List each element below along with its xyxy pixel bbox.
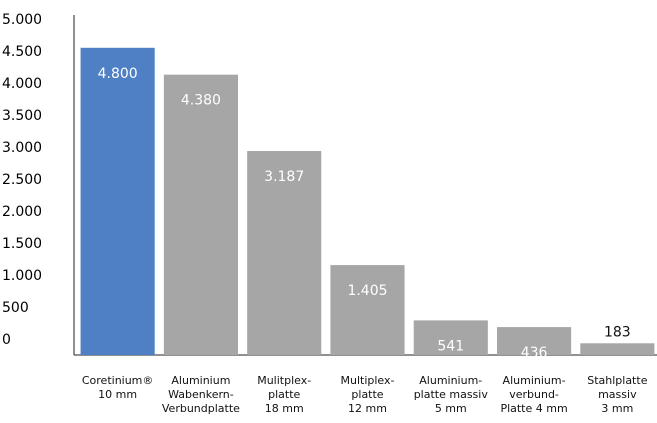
value-label: 4.800 (98, 66, 138, 82)
y-tick-label: 1.500 (2, 236, 42, 252)
value-label: 436 (521, 345, 548, 361)
x-tick-label: Stahlplatte massiv 3 mm (587, 374, 648, 415)
x-tick-label: Aluminium- platte massiv 5 mm (413, 374, 488, 415)
y-tick-label: 0 (2, 332, 11, 348)
y-tick-label: 3.500 (2, 108, 42, 124)
y-tick-label: 500 (2, 300, 29, 316)
bar (413, 320, 488, 355)
value-label: 1.405 (347, 283, 387, 299)
bar (580, 343, 655, 355)
x-tick-label: Multiplex- platte 12 mm (340, 374, 395, 415)
y-tick-label: 4.500 (2, 44, 42, 60)
y-tick-label: 1.000 (2, 268, 42, 284)
y-tick-label: 2.000 (2, 204, 42, 220)
value-label: 541 (437, 338, 464, 354)
bar (330, 265, 405, 355)
bar (80, 47, 155, 356)
bar (163, 74, 238, 356)
y-tick-label: 4.000 (2, 76, 42, 92)
value-label: 183 (604, 324, 631, 340)
value-label: 3.187 (264, 169, 304, 185)
y-tick-label: 2.500 (2, 172, 42, 188)
x-tick-label: Aluminium- verbund- Platte 4 mm (500, 374, 568, 415)
y-tick-label: 3.000 (2, 140, 42, 156)
bar (247, 151, 322, 355)
bar (497, 327, 572, 355)
x-tick-label: Aluminium Wabenkern- Verbundplatte (161, 374, 240, 415)
x-tick-label: Mulitplex- platte 18 mm (257, 374, 312, 415)
y-tick-label: 5.000 (2, 12, 42, 28)
value-label: 4.380 (181, 93, 221, 109)
x-tick-label: Coretinium® 10 mm (81, 374, 154, 401)
